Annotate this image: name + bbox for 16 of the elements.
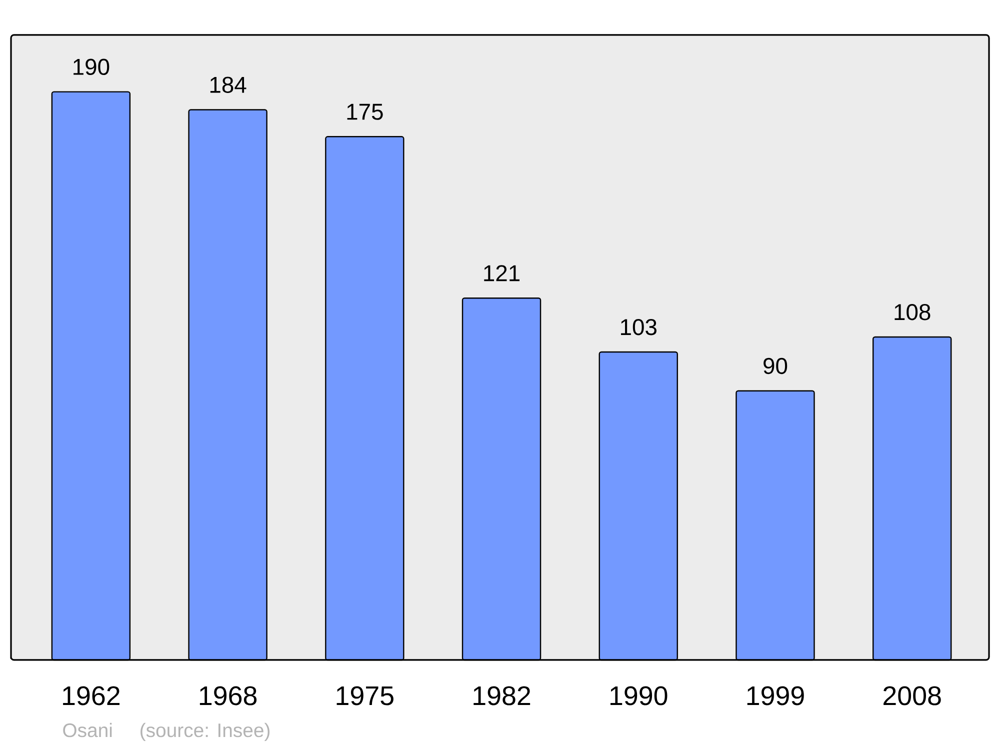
x-tick-label: 1968 xyxy=(200,686,257,706)
x-tick-label: 1962 xyxy=(63,686,120,706)
data-label: 184 xyxy=(210,76,246,93)
text: (source: Insee) xyxy=(140,722,270,741)
text: Osani xyxy=(63,722,112,738)
data-label: 90 xyxy=(764,358,788,374)
data-label: 108 xyxy=(894,304,930,320)
data-label: 190 xyxy=(74,58,110,76)
x-tick-label: 1990 xyxy=(610,686,668,706)
x-tick-label: 1982 xyxy=(474,686,530,706)
data-label: 103 xyxy=(621,318,656,336)
data-label: 175 xyxy=(347,104,383,120)
data-label: 121 xyxy=(484,265,520,282)
x-tick-label: 1975 xyxy=(336,686,394,706)
x-tick-label: 2008 xyxy=(884,686,941,706)
x-tick-label: 1999 xyxy=(747,686,804,706)
